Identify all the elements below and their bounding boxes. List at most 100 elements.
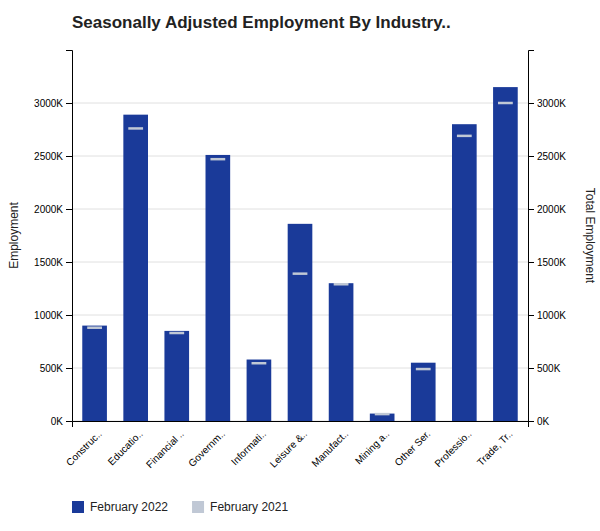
- tick: 3000K: [34, 98, 72, 109]
- marks: [82, 87, 517, 421]
- legend-item: February 2021: [192, 500, 288, 514]
- tick-label: Educatio..: [106, 428, 145, 467]
- legend-swatch: [72, 501, 84, 513]
- bar: [329, 283, 354, 421]
- tick: 2500K: [34, 151, 72, 162]
- tick: Construc..: [64, 428, 104, 468]
- series: [82, 87, 517, 421]
- bar: [288, 224, 313, 421]
- tick-mark: [528, 368, 534, 369]
- bar: [493, 87, 518, 421]
- marker-line: [293, 272, 308, 275]
- tick: Leisure &..: [268, 428, 310, 470]
- tick-label: 2000K: [537, 204, 566, 215]
- tick: 2000K: [34, 204, 72, 215]
- plot: 0K 500K 1000K 1500K 2000K 2500K 3000K 0K 500K 100…: [34, 51, 566, 471]
- tick-mark: [528, 209, 534, 210]
- tick: Professio..: [432, 428, 473, 469]
- legend: February 2022 February 2021: [72, 500, 288, 514]
- tick-label: 3000K: [537, 98, 566, 109]
- axis-line: [66, 51, 73, 422]
- tick-label: 1500K: [34, 257, 63, 268]
- grid-line: [72, 103, 528, 104]
- tick: Informati..: [229, 428, 268, 467]
- legend-swatch: [192, 501, 204, 513]
- marker-line: [334, 283, 349, 286]
- tick-label: Financial ..: [144, 428, 186, 470]
- tick-mark: [528, 315, 534, 316]
- tick: 1500K: [34, 257, 72, 268]
- bar: [452, 124, 477, 421]
- tick-label: Informati..: [229, 428, 268, 467]
- tick: 2000K: [528, 204, 566, 215]
- bar: [82, 326, 107, 421]
- marker-line: [498, 102, 513, 105]
- tick-mark: [66, 368, 72, 369]
- tick: 0K: [51, 416, 72, 427]
- series: [87, 103, 513, 414]
- y2-axis-title: Total Employment: [583, 188, 597, 284]
- tick-mark: [66, 209, 72, 210]
- tick-label: Governm..: [186, 428, 227, 469]
- tick: 500K: [528, 363, 561, 374]
- legend-label: February 2022: [90, 500, 168, 514]
- tick-label: 1500K: [537, 257, 566, 268]
- tick: Governm..: [186, 428, 227, 469]
- marker-line: [128, 127, 143, 130]
- tick-label: 0K: [537, 416, 550, 427]
- bar: [247, 360, 272, 421]
- y-axis-title: Employment: [7, 201, 21, 268]
- title: Seasonally Adjusted Employment By Indust…: [72, 13, 451, 32]
- tick: Trade, Tr..: [475, 428, 515, 468]
- tick-label: Professio..: [432, 428, 473, 469]
- y2-axis: 0K 500K 1000K 1500K 2000K 2500K 3000K: [528, 51, 566, 427]
- marker-line: [169, 332, 184, 335]
- tick-mark: [528, 156, 534, 157]
- tick: Educatio..: [106, 428, 145, 467]
- legend-item: February 2022: [72, 500, 168, 514]
- tick-mark: [528, 262, 534, 263]
- tick-label: 3000K: [34, 98, 63, 109]
- tick: Mining a..: [353, 428, 391, 466]
- tick-mark: [66, 156, 72, 157]
- marker-line: [87, 326, 102, 329]
- tick-label: Trade, Tr..: [475, 428, 515, 468]
- axis-line: [73, 422, 529, 428]
- tick-label: 500K: [40, 363, 64, 374]
- marker-line: [252, 362, 267, 365]
- bar: [164, 331, 189, 421]
- tick: Manufact..: [309, 428, 350, 469]
- tick-mark: [528, 103, 534, 104]
- tick-label: 0K: [51, 416, 64, 427]
- tick-label: 2000K: [34, 204, 63, 215]
- marker-line: [210, 158, 225, 161]
- grid: [72, 103, 528, 421]
- tick-label: Mining a..: [353, 428, 391, 466]
- tick-mark: [66, 262, 72, 263]
- tick: Financial ..: [144, 428, 186, 470]
- tick-mark: [66, 103, 72, 104]
- tick-label: Leisure &..: [268, 428, 310, 470]
- tick-label: Manufact..: [309, 428, 350, 469]
- bar: [411, 363, 436, 421]
- tick: 1500K: [528, 257, 566, 268]
- tick: 1000K: [528, 310, 566, 321]
- x-axis: Construc..Educatio..Financial ..Governm.…: [64, 422, 529, 471]
- tick: 1000K: [34, 310, 72, 321]
- tick-mark: [66, 421, 72, 422]
- tick: 0K: [528, 416, 550, 427]
- marker-line: [416, 368, 431, 371]
- tick: 2500K: [528, 151, 566, 162]
- tick-label: 1000K: [537, 310, 566, 321]
- tick-label: 500K: [537, 363, 561, 374]
- marker-line: [457, 135, 472, 138]
- tick-label: 1000K: [34, 310, 63, 321]
- tick-mark: [66, 315, 72, 316]
- tick: Other Ser.: [392, 428, 432, 468]
- y-axis: 0K 500K 1000K 1500K 2000K 2500K 3000K: [34, 51, 72, 427]
- legend-label: February 2021: [210, 500, 288, 514]
- bar: [370, 414, 395, 421]
- tick-label: Other Ser.: [392, 428, 432, 468]
- axis-line: [529, 51, 535, 422]
- tick-label: Construc..: [64, 428, 104, 468]
